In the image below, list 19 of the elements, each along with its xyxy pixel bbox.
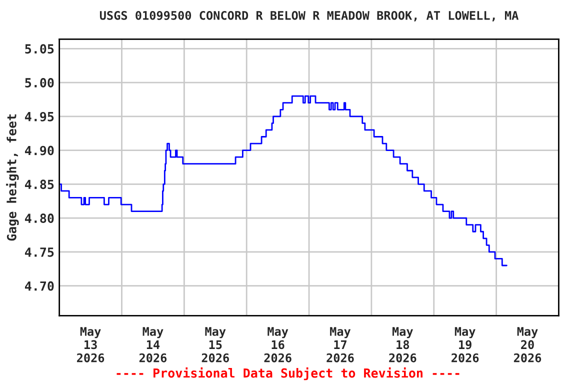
x-tick-label: May 13 2026 — [76, 327, 104, 362]
y-tick-label: 4.90 — [24, 146, 54, 156]
y-tick-label: 5.05 — [25, 44, 54, 54]
y-tick-label: 5.00 — [25, 78, 54, 88]
chart-title: USGS 01099500 CONCORD R BELOW R MEADOW BROOK, AT LOWELL, MA — [100, 10, 519, 22]
x-tick-label: May 16 2026 — [264, 327, 292, 362]
y-tick-label: 4.75 — [24, 248, 54, 257]
y-tick-label: 4.95 — [24, 112, 54, 122]
x-tick-label: May 17 2026 — [326, 327, 354, 362]
x-tick-label: May 20 2026 — [514, 327, 542, 362]
y-tick-label: 4.70 — [24, 281, 54, 291]
text: ---- Provisional Data Subject to Revision ---- — [116, 367, 460, 380]
y-tick-label: 4.80 — [24, 214, 54, 223]
x-tick-label: May 19 2026 — [452, 327, 479, 362]
y-axis-title: Gage height, feet — [6, 114, 19, 241]
y-tick-label: 4.85 — [24, 180, 54, 190]
x-tick-label: May 14 2026 — [139, 327, 167, 362]
x-tick-label: May 15 2026 — [202, 327, 229, 362]
x-tick-label: May 18 2026 — [389, 327, 416, 362]
